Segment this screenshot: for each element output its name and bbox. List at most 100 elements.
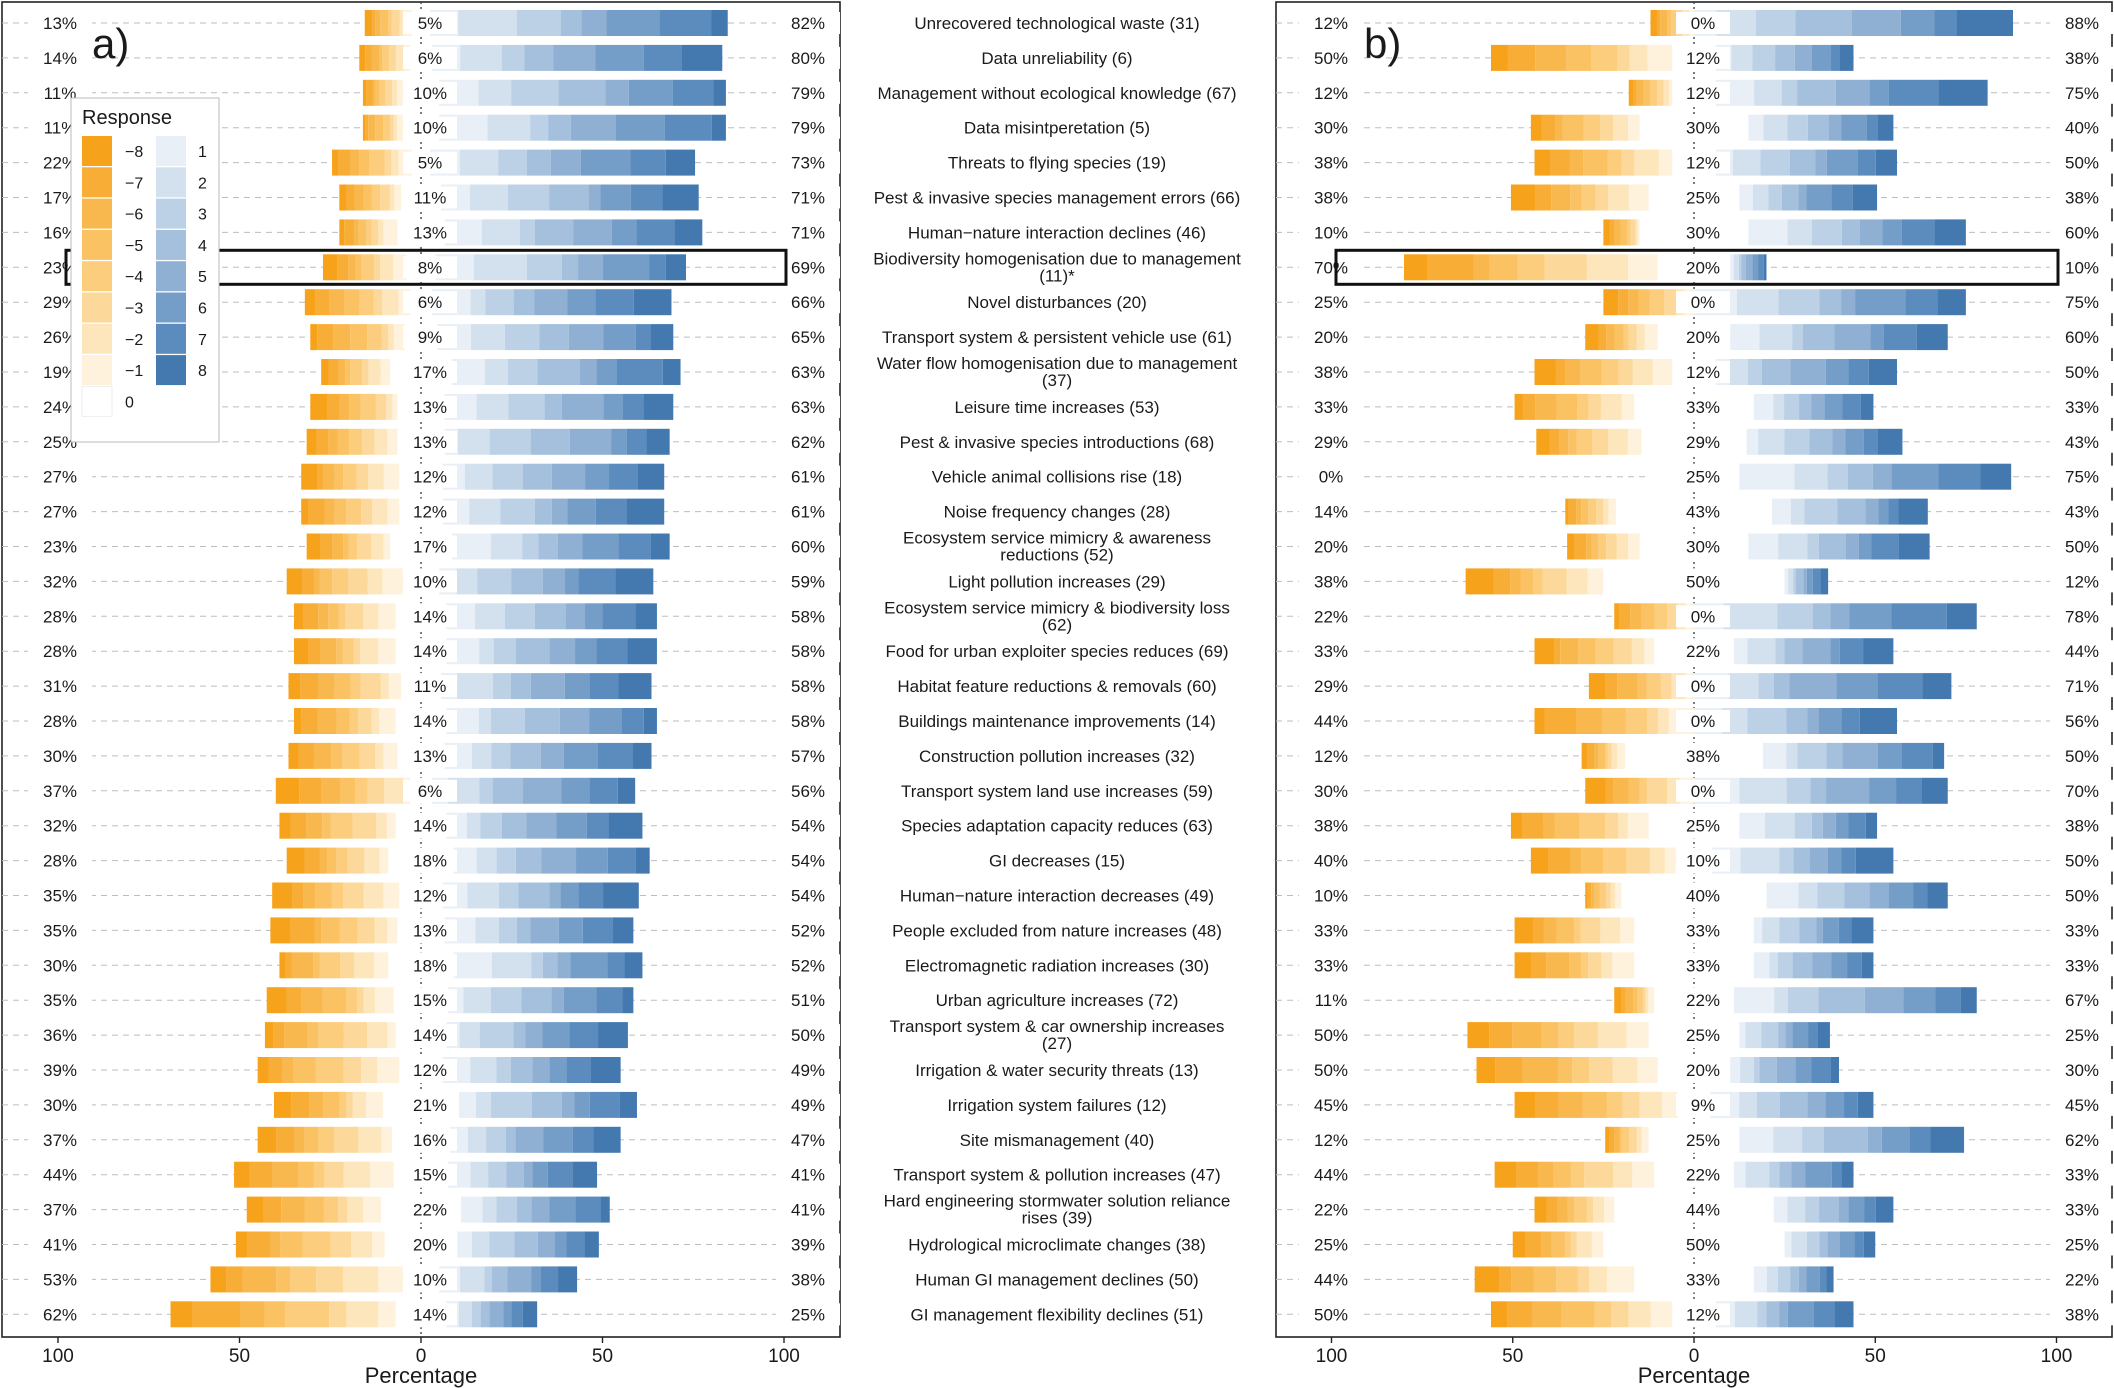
bar-segment-negative	[304, 847, 320, 874]
bar-segment-positive	[1956, 10, 2013, 36]
label-mask	[1676, 570, 1730, 593]
bar-segment-positive	[1748, 114, 1764, 141]
bar-segment-positive	[713, 79, 726, 106]
positive-pct-label: 78%	[2065, 607, 2099, 626]
bar-segment-negative	[1583, 114, 1601, 141]
bar-segment-positive	[1787, 1301, 1814, 1328]
bar-segment-negative	[1603, 219, 1610, 246]
bar-segment-negative	[1546, 952, 1570, 979]
bar-segment-negative	[368, 114, 376, 141]
bar-segment-positive	[1812, 568, 1821, 595]
negative-pct-label: 23%	[43, 258, 77, 277]
label-mask	[1676, 814, 1730, 837]
bar-segment-positive	[579, 359, 597, 385]
bar-segment-positive	[1739, 1091, 1757, 1118]
bar-segment-negative	[372, 10, 376, 36]
bar-segment-negative	[304, 289, 316, 316]
label-mask	[403, 81, 457, 104]
bar-segment-negative	[1617, 673, 1638, 700]
bar-segment-positive	[561, 777, 590, 804]
bar-segment-negative	[1609, 219, 1615, 246]
bar-segment-negative	[1610, 882, 1616, 909]
bar-segment-positive	[507, 359, 538, 385]
bar-segment-negative	[323, 463, 335, 490]
neutral-pct-label: 12%	[1686, 154, 1720, 173]
label-mask	[1299, 535, 1363, 558]
category-label: Light pollution increases (29)	[948, 572, 1165, 591]
bar-segment-negative	[313, 952, 320, 979]
bar-segment-negative	[313, 1161, 324, 1188]
bar-segment-negative	[1629, 44, 1648, 71]
bar-segment-positive	[1730, 324, 1760, 351]
bar-segment-positive	[548, 114, 571, 141]
bar-segment-positive	[491, 952, 532, 979]
bar-segment-negative	[358, 708, 372, 734]
positive-pct-label: 25%	[791, 1305, 825, 1324]
positive-pct-label: 50%	[791, 1026, 825, 1045]
bar-segment-positive	[1785, 1022, 1793, 1049]
bar-segment-negative	[324, 498, 335, 525]
bar-segment-negative	[339, 393, 350, 420]
positive-pct-label: 54%	[791, 852, 825, 871]
bar-segment-negative	[1631, 638, 1645, 665]
bar-segment-positive	[478, 708, 491, 734]
bar-segment-positive	[1835, 79, 1870, 106]
bar-segment-negative	[1601, 359, 1619, 385]
bar-segment-positive	[503, 1301, 512, 1328]
negative-pct-label: 35%	[43, 887, 77, 906]
bar-segment-negative	[1660, 673, 1672, 700]
bar-segment-negative	[371, 1231, 385, 1258]
bar-segment-positive	[1875, 1196, 1894, 1223]
bar-segment-positive	[711, 10, 728, 36]
bar-segment-negative	[328, 603, 339, 630]
bar-segment-positive	[1790, 498, 1805, 525]
bar-segment-negative	[342, 638, 354, 665]
bar-segment-negative	[339, 184, 347, 211]
bar-segment-positive	[526, 812, 557, 839]
bar-segment-positive	[569, 1022, 599, 1049]
label-mask	[403, 1024, 457, 1047]
bar-segment-positive	[532, 1057, 550, 1083]
label-mask	[776, 221, 840, 244]
bar-segment-positive	[1909, 1126, 1931, 1153]
bar-segment-positive	[516, 10, 561, 36]
bar-segment-negative	[330, 1231, 352, 1258]
bar-segment-positive	[558, 917, 583, 944]
bar-segment-positive	[470, 289, 486, 316]
bar-segment-negative	[319, 533, 333, 560]
label-mask	[1676, 989, 1730, 1012]
bar-segment-positive	[1759, 1057, 1777, 1083]
bar-segment-positive	[607, 952, 625, 979]
bar-segment-positive	[481, 219, 520, 246]
bar-segment-positive	[1787, 219, 1812, 246]
positive-pct-label: 43%	[2065, 433, 2099, 452]
label-mask	[28, 710, 92, 732]
bar-segment-positive	[484, 359, 508, 385]
label-mask	[1676, 465, 1730, 488]
bar-segment-negative	[383, 114, 391, 141]
bar-segment-positive	[1745, 1022, 1762, 1049]
label-mask	[1676, 640, 1730, 663]
bar-segment-positive	[479, 638, 494, 665]
bar-segment-positive	[1860, 393, 1874, 420]
bar-segment-positive	[643, 44, 682, 71]
label-mask	[403, 361, 457, 383]
legend-level-label: −6	[125, 207, 143, 224]
bar-segment-negative	[322, 987, 346, 1014]
label-mask	[776, 12, 840, 34]
bar-segment-positive	[1778, 289, 1820, 316]
bar-segment-negative	[1465, 568, 1494, 595]
bar-segment-negative	[339, 917, 358, 944]
x-tick-label: 0	[416, 1346, 427, 1367]
bar-segment-negative	[361, 1057, 378, 1083]
bar-segment-negative	[367, 777, 385, 804]
negative-pct-label: 27%	[43, 503, 77, 522]
bar-segment-positive	[549, 184, 589, 211]
bar-segment-negative	[1586, 1196, 1594, 1223]
bar-segment-positive	[665, 254, 686, 281]
label-mask	[403, 1303, 457, 1326]
bar-segment-positive	[612, 917, 634, 944]
bar-segment-positive	[1745, 1161, 1770, 1188]
bar-segment-negative	[1594, 1301, 1612, 1328]
bar-segment-negative	[249, 1161, 273, 1188]
